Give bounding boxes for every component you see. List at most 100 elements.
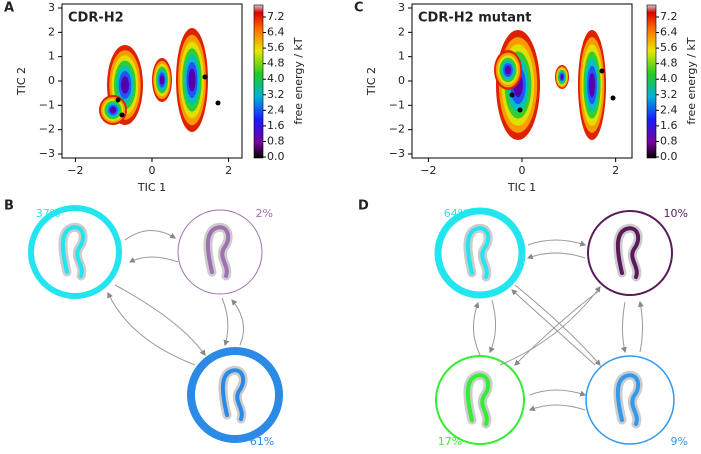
transition-arrow bbox=[499, 286, 601, 366]
colorbar-tick-label: 7.2 bbox=[267, 10, 285, 23]
colorbar-tick-label: 4.8 bbox=[267, 57, 285, 70]
y-tick-label: −3 bbox=[389, 147, 405, 160]
x-tick-label: −2 bbox=[67, 164, 83, 177]
density bbox=[560, 74, 564, 80]
transition-arrow bbox=[637, 300, 644, 353]
transition-arrow bbox=[221, 297, 230, 347]
y-tick-label: 3 bbox=[398, 1, 405, 14]
structure bbox=[615, 226, 641, 279]
panel-label: B bbox=[4, 199, 14, 214]
transition-arrow bbox=[529, 389, 587, 397]
state-dot bbox=[509, 92, 515, 98]
y-axis-label: TIC 2 bbox=[15, 67, 28, 96]
colorbar-tick-label: 0.0 bbox=[267, 150, 285, 163]
state-dot bbox=[215, 100, 221, 106]
colorbar-tick-label: 2.4 bbox=[660, 103, 678, 116]
x-tick-label: 2 bbox=[225, 164, 232, 177]
y-tick-label: 0 bbox=[398, 74, 405, 87]
state-population: 64% bbox=[444, 207, 468, 220]
plot-title: CDR-H2 mutant bbox=[418, 11, 531, 26]
structure bbox=[60, 225, 86, 278]
transition-arrow bbox=[527, 239, 587, 247]
transition-arrow bbox=[514, 284, 601, 366]
density bbox=[121, 76, 129, 94]
transition-arrow bbox=[526, 252, 586, 260]
colorbar-tick-label: 6.4 bbox=[660, 26, 678, 39]
colorbar-tick-label: 0.8 bbox=[660, 134, 678, 147]
y-tick-label: 3 bbox=[48, 1, 55, 14]
plot-frame bbox=[61, 3, 243, 159]
colorbar bbox=[646, 4, 657, 159]
transition-arrow bbox=[114, 284, 206, 356]
y-tick-label: −3 bbox=[39, 147, 55, 160]
state-dot bbox=[119, 112, 125, 118]
transition-arrow bbox=[124, 230, 177, 241]
colorbar-tick-label: 0.8 bbox=[267, 134, 285, 147]
structure bbox=[465, 226, 491, 279]
state-population: 37% bbox=[36, 207, 60, 220]
transition-arrow bbox=[514, 289, 601, 366]
transition-arrow bbox=[128, 256, 179, 263]
colorbar-tick-label: 1.6 bbox=[267, 119, 285, 132]
colorbar-tick-label: 3.2 bbox=[660, 88, 678, 101]
x-tick-label: 2 bbox=[612, 164, 619, 177]
state-dot bbox=[599, 68, 605, 74]
y-tick-label: −2 bbox=[389, 123, 405, 136]
colorbar-tick-label: 4.0 bbox=[267, 72, 285, 85]
structure bbox=[205, 225, 231, 278]
panel-label: A bbox=[4, 1, 14, 16]
structure bbox=[465, 373, 491, 426]
density bbox=[504, 65, 512, 75]
colorbar-tick-label: 1.6 bbox=[660, 119, 678, 132]
colorbar-tick-label: 0.0 bbox=[660, 150, 678, 163]
x-axis-label: TIC 1 bbox=[137, 181, 166, 194]
y-tick-label: 1 bbox=[398, 50, 405, 63]
density bbox=[109, 106, 117, 114]
colorbar-label: free energy / kT bbox=[292, 37, 305, 125]
panel-label: D bbox=[358, 199, 369, 214]
y-axis-label: TIC 2 bbox=[365, 67, 378, 96]
y-tick-label: 2 bbox=[48, 25, 55, 38]
plot-title: CDR-H2 bbox=[68, 11, 124, 26]
transition-arrow bbox=[528, 404, 586, 412]
x-axis-label: TIC 1 bbox=[507, 181, 536, 194]
colorbar-tick-label: 6.4 bbox=[267, 26, 285, 39]
y-tick-label: −2 bbox=[39, 123, 55, 136]
y-tick-label: −1 bbox=[389, 98, 405, 111]
colorbar-tick-label: 4.8 bbox=[660, 57, 678, 70]
state-dot bbox=[202, 74, 208, 80]
transition-arrow bbox=[107, 291, 196, 366]
state-population: 2% bbox=[256, 207, 273, 220]
y-tick-label: 0 bbox=[48, 74, 55, 87]
state-population: 10% bbox=[664, 207, 688, 220]
density bbox=[588, 72, 596, 98]
state-dot bbox=[610, 95, 616, 101]
colorbar-tick-label: 3.2 bbox=[267, 88, 285, 101]
colorbar-tick-label: 5.6 bbox=[660, 41, 678, 54]
transition-arrow bbox=[473, 301, 481, 356]
state-population: 17% bbox=[438, 435, 462, 448]
colorbar-tick-label: 5.6 bbox=[267, 41, 285, 54]
transition-arrow bbox=[231, 299, 245, 346]
y-tick-label: 1 bbox=[48, 50, 55, 63]
state-dot bbox=[115, 97, 121, 103]
y-tick-label: −1 bbox=[39, 98, 55, 111]
transition-arrow bbox=[511, 289, 596, 366]
x-tick-label: −2 bbox=[420, 164, 436, 177]
density bbox=[188, 68, 196, 92]
structure bbox=[615, 373, 641, 426]
density bbox=[159, 75, 165, 85]
state-dot bbox=[517, 107, 523, 113]
transition-arrow bbox=[489, 299, 496, 354]
y-tick-label: 2 bbox=[398, 25, 405, 38]
colorbar-tick-label: 7.2 bbox=[660, 10, 678, 23]
colorbar-tick-label: 2.4 bbox=[267, 103, 285, 116]
colorbar-label: free energy / kT bbox=[685, 37, 698, 125]
state-population: 9% bbox=[671, 435, 688, 448]
panel-label: C bbox=[354, 1, 364, 16]
structure bbox=[220, 368, 246, 421]
x-tick-label: 0 bbox=[519, 164, 526, 177]
state-population: 61% bbox=[250, 435, 274, 448]
transition-arrow bbox=[621, 301, 627, 354]
